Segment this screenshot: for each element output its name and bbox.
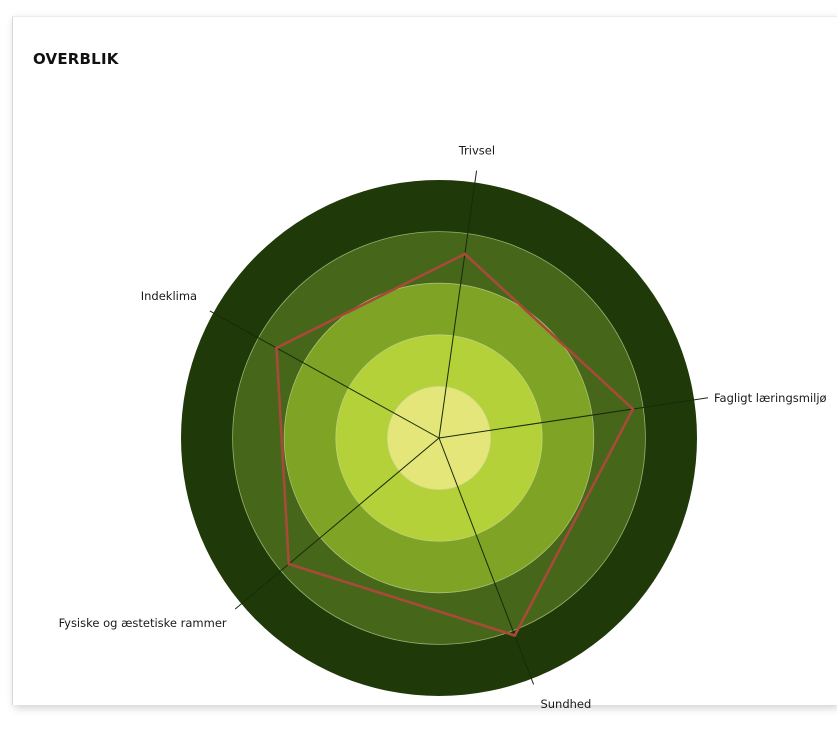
axis-spoke (234, 437, 440, 610)
series-polygon (275, 252, 635, 638)
axis-spoke (438, 170, 478, 439)
axis-label: Trivsel (458, 144, 495, 158)
axis-label: Fagligt læringsmiljø (714, 391, 827, 405)
axis-spoke (438, 397, 709, 439)
page-title: OVERBLIK (33, 50, 119, 68)
axis-spoke (209, 310, 440, 439)
axis-spoke (438, 437, 535, 685)
axis-label: Fysiske og æstetiske rammer (59, 616, 227, 630)
axis-label: Indeklima (141, 289, 197, 303)
axis-label: Sundhed (540, 697, 591, 711)
